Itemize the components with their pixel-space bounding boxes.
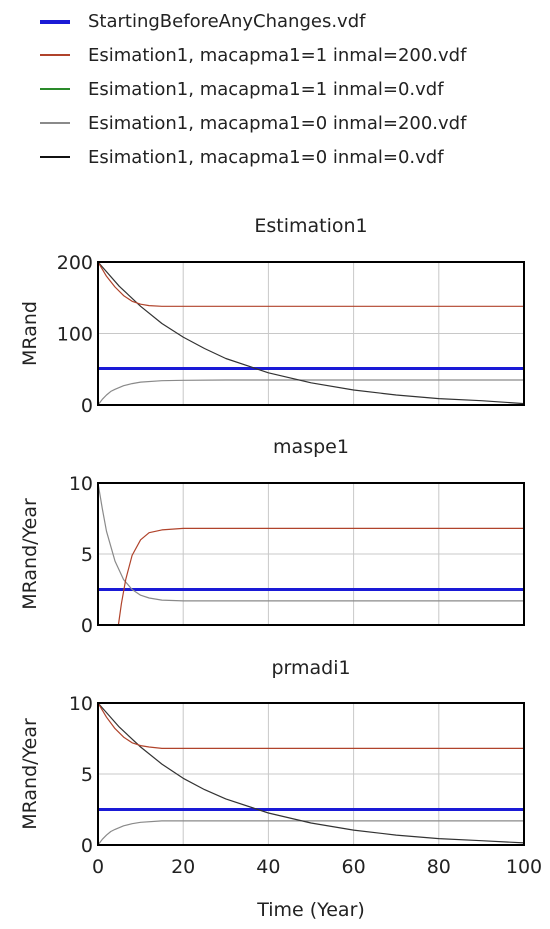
legend-item: Esimation1, macapma1=0 inmal=200.vdf	[40, 110, 550, 138]
legend-item: StartingBeforeAnyChanges.vdf	[40, 8, 550, 36]
legend-swatch	[40, 20, 70, 24]
y-tick-label: 200	[57, 252, 93, 274]
x-tick-label: 40	[256, 856, 280, 878]
y-tick-label: 100	[57, 324, 93, 346]
x-tick-label: 100	[506, 856, 542, 878]
y-tick-label: 0	[81, 615, 93, 637]
plot-frame	[97, 482, 525, 626]
legend-swatch	[40, 54, 70, 56]
series-line	[97, 261, 525, 405]
y-tick-label: 10	[69, 473, 93, 495]
x-tick-label: 0	[92, 856, 104, 878]
legend-label: Esimation1, macapma1=0 inmal=200.vdf	[88, 113, 467, 134]
y-tick-label: 0	[81, 395, 93, 417]
y-tick-label: 5	[81, 764, 93, 786]
y-axis-label: MRand/Year	[19, 498, 41, 610]
legend-swatch	[40, 88, 70, 90]
y-tick-label: 5	[81, 544, 93, 566]
series-line	[97, 482, 524, 602]
chart-title: Estimation1	[254, 215, 367, 237]
plot-frame	[97, 261, 525, 406]
legend-swatch	[40, 156, 70, 158]
legend-label: Esimation1, macapma1=1 inmal=200.vdf	[88, 45, 467, 66]
y-axis-label: MRand/Year	[19, 718, 41, 830]
y-tick-label: 10	[69, 693, 93, 715]
legend-item: Esimation1, macapma1=1 inmal=200.vdf	[40, 42, 550, 70]
x-tick-label: 20	[171, 856, 195, 878]
x-axis-label: Time (Year)	[256, 899, 365, 921]
chart-title: maspe1	[273, 436, 349, 458]
y-tick-label: 0	[81, 835, 93, 857]
legend-item: Esimation1, macapma1=1 inmal=0.vdf	[40, 76, 550, 104]
y-axis-label: MRand	[19, 301, 41, 366]
series-line	[97, 702, 524, 750]
series-line	[97, 379, 524, 406]
legend-item: Esimation1, macapma1=0 inmal=0.vdf	[40, 144, 550, 172]
legend-swatch	[40, 122, 70, 124]
x-tick-label: 80	[427, 856, 451, 878]
legend-label: Esimation1, macapma1=1 inmal=0.vdf	[88, 79, 444, 100]
chart-title: prmadi1	[271, 657, 350, 679]
plot-frame	[97, 702, 525, 846]
series-line	[98, 527, 524, 626]
series-line	[97, 820, 524, 846]
series-line	[97, 702, 525, 844]
chart-1: maspe1 0 5 10 MRand/Year	[19, 436, 525, 637]
legend-label: StartingBeforeAnyChanges.vdf	[88, 11, 366, 32]
legend-label: Esimation1, macapma1=0 inmal=0.vdf	[88, 147, 444, 168]
x-tick-label: 60	[342, 856, 366, 878]
legend: StartingBeforeAnyChanges.vdf Esimation1, …	[0, 0, 550, 180]
chart-0: Estimation1 0 100 200 MRand	[19, 215, 525, 417]
series-line	[97, 261, 524, 307]
